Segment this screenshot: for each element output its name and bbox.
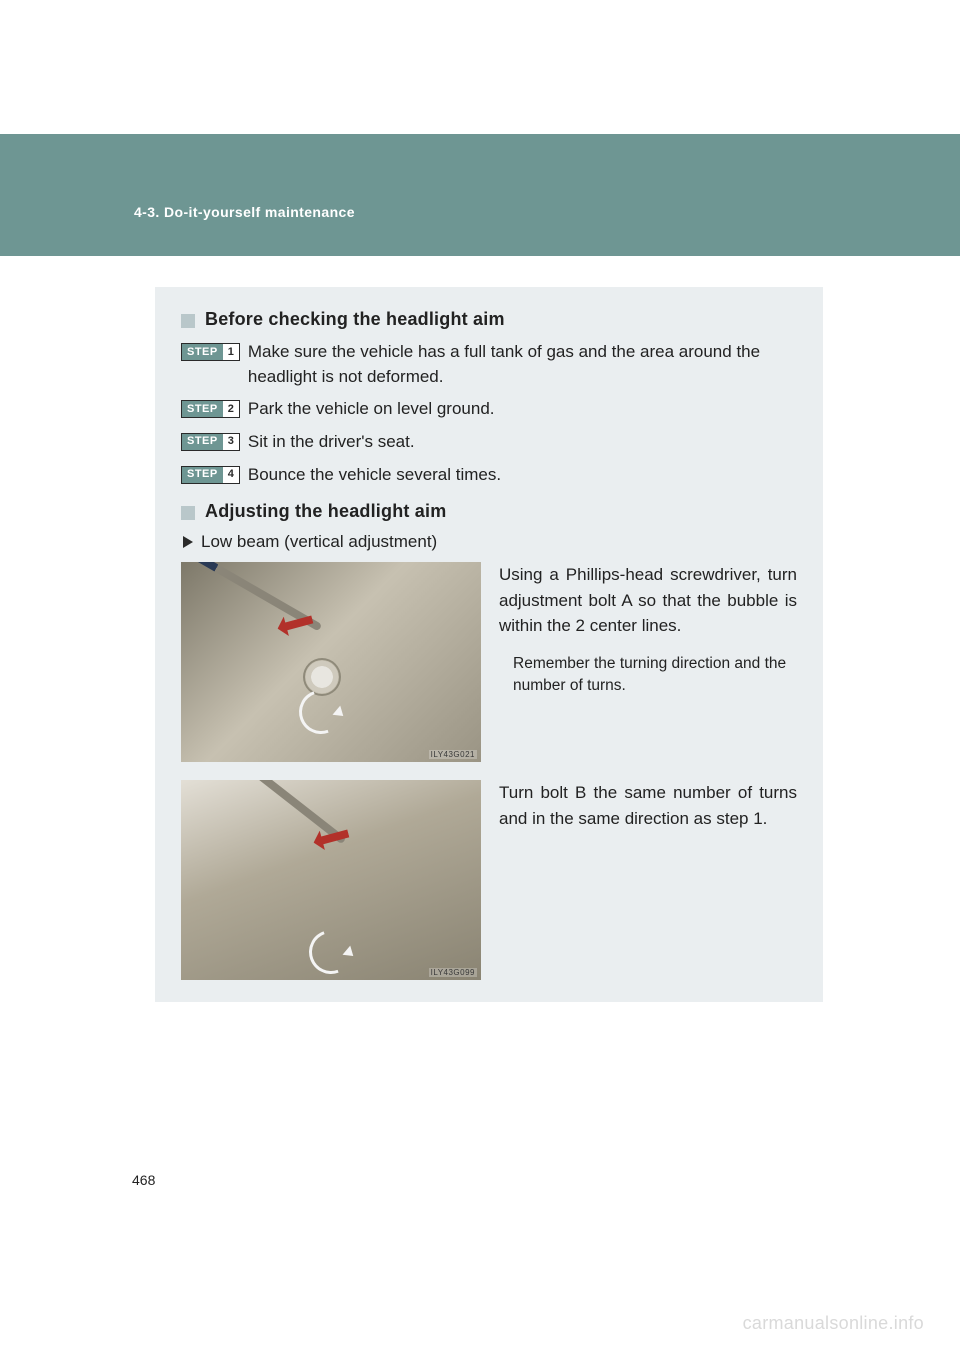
figure-caption: ILY43G021 — [429, 750, 477, 759]
heading-text: Adjusting the headlight aim — [205, 501, 446, 522]
section-label: 4-3. Do-it-yourself maintenance — [134, 204, 355, 220]
heading-before-checking: Before checking the headlight aim — [181, 309, 797, 330]
step-badge-label: STEP — [182, 434, 223, 450]
square-marker-icon — [181, 314, 195, 328]
subheading-text: Low beam (vertical adjustment) — [201, 532, 437, 552]
figure-desc-1: Using a Phillips-head screw­driver, turn… — [499, 562, 797, 762]
header-band: 4-3. Do-it-yourself maintenance — [0, 134, 960, 256]
step-text: Make sure the vehicle has a full tank of… — [248, 340, 797, 389]
step-badge: STEP 2 — [181, 400, 240, 418]
figure-row-2: ILY43G099 Turn bolt B the same number of… — [181, 780, 797, 980]
step-text: Sit in the driver's seat. — [248, 430, 797, 455]
figure-desc-main: Using a Phillips-head screw­driver, turn… — [499, 562, 797, 639]
step-row-1: STEP 1 Make sure the vehicle has a full … — [181, 340, 797, 389]
heading-text: Before checking the headlight aim — [205, 309, 505, 330]
figure-image-1: ILY43G021 — [181, 562, 481, 762]
square-marker-icon — [181, 506, 195, 520]
heading-adjusting: Adjusting the headlight aim — [181, 501, 797, 522]
step-row-3: STEP 3 Sit in the driver's seat. — [181, 430, 797, 455]
step-row-2: STEP 2 Park the vehicle on level ground. — [181, 397, 797, 422]
step-badge-number: 2 — [223, 401, 239, 417]
step-badge: STEP 3 — [181, 433, 240, 451]
step-badge-label: STEP — [182, 467, 223, 483]
step-badge-label: STEP — [182, 344, 223, 360]
step-badge: STEP 1 — [181, 343, 240, 361]
step-text: Park the vehicle on level ground. — [248, 397, 797, 422]
step-row-4: STEP 4 Bounce the vehicle several times. — [181, 463, 797, 488]
subheading-low-beam: Low beam (vertical adjustment) — [183, 532, 797, 552]
step-badge-number: 3 — [223, 434, 239, 450]
step-text: Bounce the vehicle several times. — [248, 463, 797, 488]
page-number: 468 — [132, 1172, 155, 1188]
figure-desc-main: Turn bolt B the same number of turns and… — [499, 780, 797, 831]
figure-row-1: ILY43G021 Using a Phillips-head screw­dr… — [181, 562, 797, 762]
figure-caption: ILY43G099 — [429, 968, 477, 977]
triangle-marker-icon — [183, 536, 193, 548]
step-badge-number: 1 — [223, 344, 239, 360]
step-badge-number: 4 — [223, 467, 239, 483]
figure-desc-note: Remember the turning direction and the n… — [499, 653, 797, 698]
watermark: carmanualsonline.info — [743, 1313, 924, 1334]
figure-desc-2: Turn bolt B the same number of turns and… — [499, 780, 797, 980]
content-panel: Before checking the headlight aim STEP 1… — [155, 287, 823, 1002]
step-badge: STEP 4 — [181, 466, 240, 484]
figure-image-2: ILY43G099 — [181, 780, 481, 980]
step-badge-label: STEP — [182, 401, 223, 417]
